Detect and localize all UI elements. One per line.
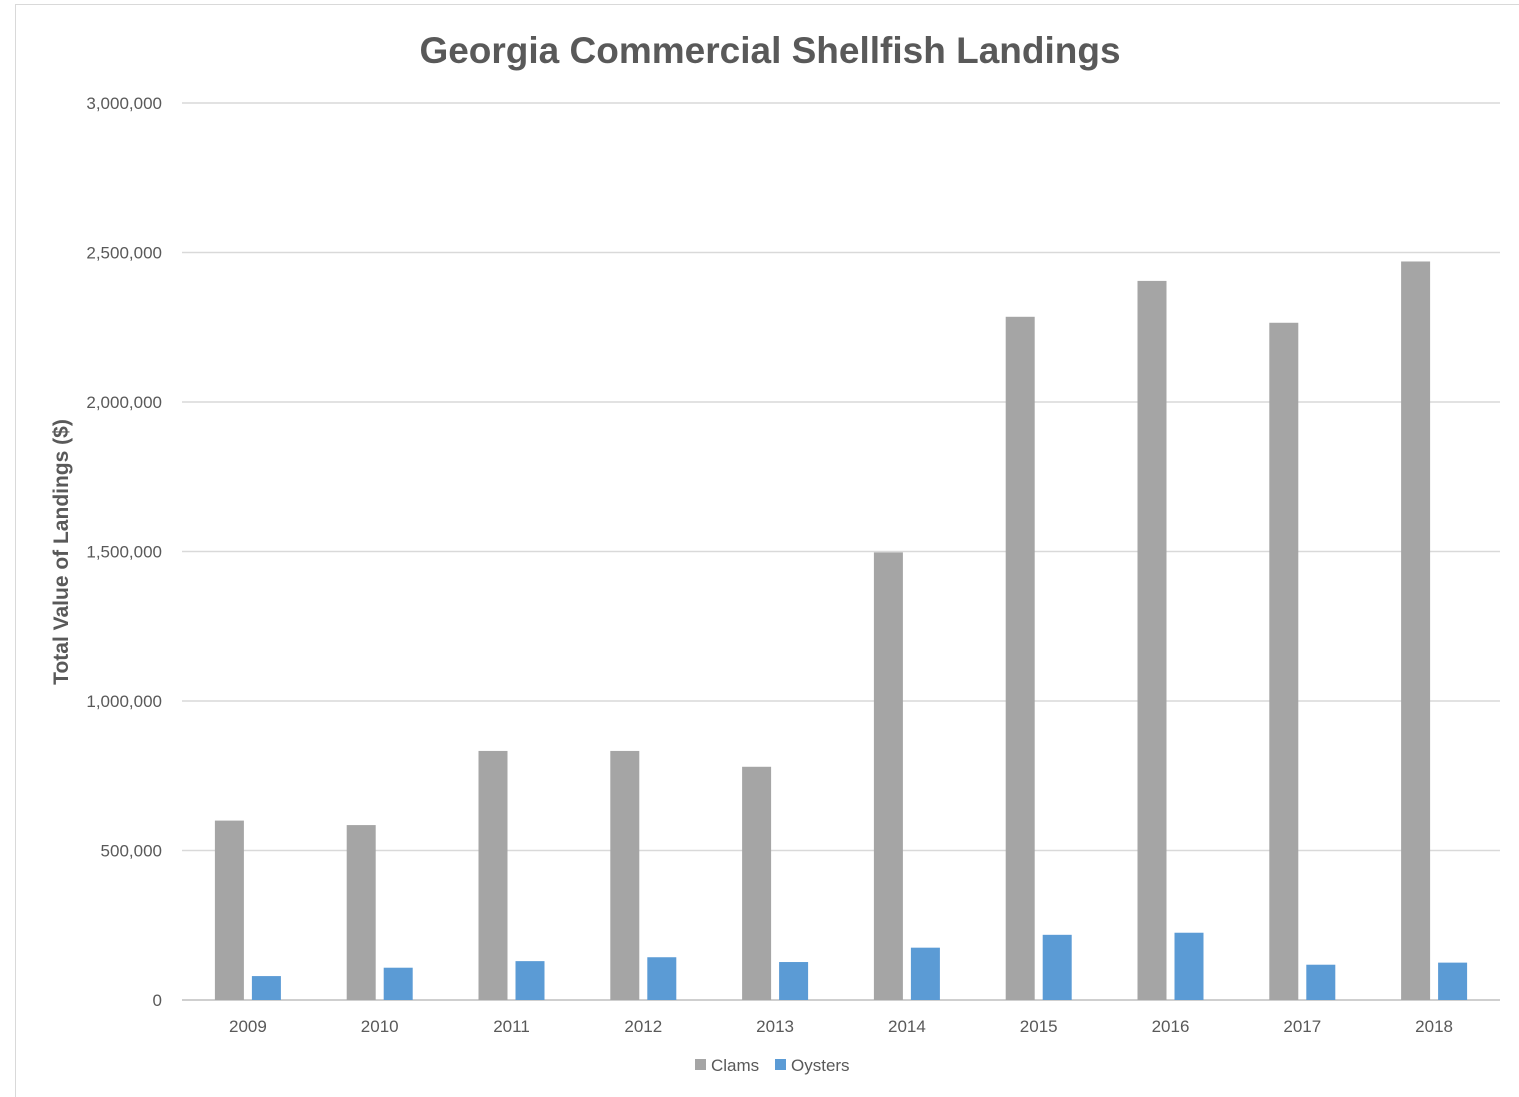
y-tick-label: 3,000,000 bbox=[86, 94, 162, 113]
legend-swatch-oysters bbox=[775, 1059, 786, 1070]
y-tick-label: 1,500,000 bbox=[86, 543, 162, 562]
y-tick-label: 2,500,000 bbox=[86, 244, 162, 263]
y-axis-ticks: 0 500,000 1,000,000 1,500,000 2,000,000 2,500… bbox=[86, 94, 162, 1010]
bar-clams-2013 bbox=[742, 766, 772, 1000]
bar-clams-2018 bbox=[1401, 261, 1431, 1001]
y-tick-label: 0 bbox=[153, 991, 162, 1010]
x-tick-label: 2017 bbox=[1283, 1017, 1321, 1036]
bar-clams-2015 bbox=[1005, 316, 1035, 1000]
x-axis-ticks: 2009 2010 2011 2012 2013 2014 2015 2016 2017 2018 bbox=[229, 1017, 1453, 1036]
y-tick-label: 1,000,000 bbox=[86, 692, 162, 711]
x-tick-label: 2013 bbox=[756, 1017, 794, 1036]
x-tick-label: 2016 bbox=[1152, 1017, 1190, 1036]
bar-oysters-2009 bbox=[251, 976, 281, 1000]
bar-oysters-2017 bbox=[1306, 964, 1336, 1000]
legend-label-oysters: Oysters bbox=[791, 1056, 850, 1075]
bar-oysters-2014 bbox=[910, 947, 940, 1000]
y-tick-label: 500,000 bbox=[101, 842, 162, 861]
y-axis-label: Total Value of Landings ($) bbox=[50, 419, 73, 685]
bar-clams-2014 bbox=[873, 552, 903, 1000]
bar-clams-2016 bbox=[1137, 280, 1167, 1000]
y-tick-label: 2,000,000 bbox=[86, 393, 162, 412]
bar-oysters-2016 bbox=[1174, 932, 1204, 1000]
bar-oysters-2010 bbox=[383, 967, 413, 1000]
x-tick-label: 2015 bbox=[1020, 1017, 1058, 1036]
legend-label-clams: Clams bbox=[711, 1056, 759, 1075]
x-tick-label: 2010 bbox=[361, 1017, 399, 1036]
x-tick-label: 2018 bbox=[1415, 1017, 1453, 1036]
bar-clams-2011 bbox=[478, 750, 508, 1000]
x-tick-label: 2009 bbox=[229, 1017, 267, 1036]
bar-clams-2012 bbox=[610, 750, 640, 1000]
x-tick-label: 2012 bbox=[624, 1017, 662, 1036]
bar-clams-2010 bbox=[346, 825, 376, 1000]
bar-oysters-2011 bbox=[515, 961, 545, 1000]
bars bbox=[214, 261, 1468, 1001]
gridlines bbox=[182, 102, 1500, 1001]
legend: Clams Oysters bbox=[695, 1056, 850, 1075]
x-tick-label: 2011 bbox=[493, 1017, 530, 1036]
bar-oysters-2018 bbox=[1438, 962, 1468, 1000]
bar-clams-2009 bbox=[214, 820, 244, 1000]
x-tick-label: 2014 bbox=[888, 1017, 926, 1036]
chart-title: Georgia Commercial Shellfish Landings bbox=[419, 30, 1120, 71]
bar-oysters-2013 bbox=[779, 962, 809, 1000]
bar-oysters-2015 bbox=[1042, 934, 1072, 1000]
legend-swatch-clams bbox=[695, 1059, 706, 1070]
bar-clams-2017 bbox=[1269, 322, 1299, 1000]
bar-oysters-2012 bbox=[647, 957, 677, 1000]
